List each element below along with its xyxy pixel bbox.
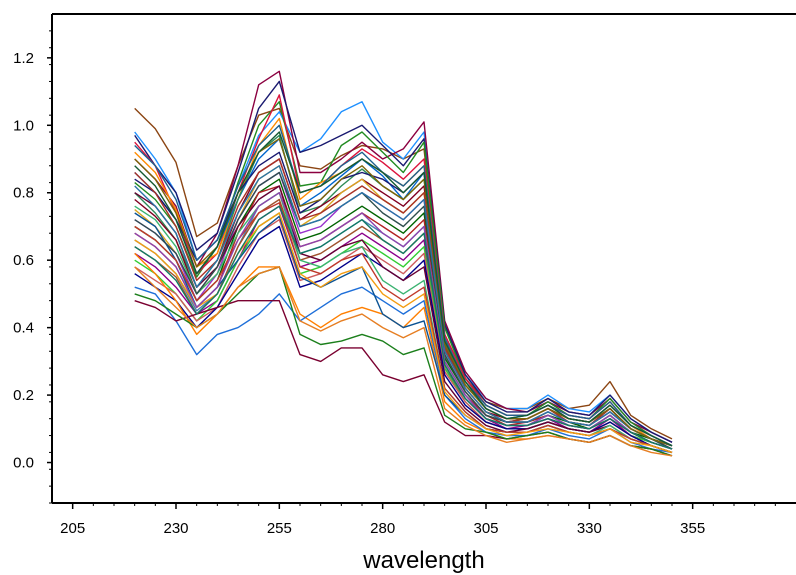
y-tick-label: 1.0 — [13, 117, 34, 134]
series-layer — [134, 70, 673, 457]
spectrum-line-34 — [134, 205, 673, 450]
x-tick-label: 255 — [267, 520, 292, 537]
spectrum-line-11 — [134, 151, 673, 447]
spectrum-line-39 — [134, 131, 673, 447]
x-axis-title: wavelength — [362, 547, 484, 574]
spectrum-line-23 — [134, 286, 673, 454]
x-tick-label: 205 — [60, 520, 85, 537]
spectrum-line-37 — [134, 138, 673, 447]
spectrum-line-8 — [134, 138, 673, 447]
y-tick-label: 0.8 — [13, 185, 34, 202]
x-tick-label: 230 — [163, 520, 188, 537]
y-tick-label: 1.2 — [13, 50, 34, 67]
y-tick-label: 0.0 — [13, 455, 34, 472]
plot-frame — [51, 13, 796, 504]
spectrum-line-9 — [134, 134, 673, 447]
spectrum-line-26 — [134, 266, 673, 457]
y-tick-label: 0.4 — [13, 320, 34, 337]
x-tick-label: 280 — [370, 520, 395, 537]
x-tick-label: 330 — [577, 520, 602, 537]
y-axis: 0.0 0.2 0.4 0.6 0.8 1.0 1.2 — [13, 30, 52, 504]
spectrum-line-13 — [134, 171, 673, 450]
y-tick-label: 0.6 — [13, 252, 34, 269]
spectrum-line-38 — [134, 124, 673, 447]
spectrum-line-36 — [134, 165, 673, 447]
x-axis: 205 230 255 280 305 330 355 — [60, 503, 776, 537]
x-tick-label: 305 — [473, 520, 498, 537]
spectrum-line-24 — [134, 300, 673, 457]
y-tick-label: 0.2 — [13, 387, 34, 404]
x-tick-label: 355 — [680, 520, 705, 537]
spectrum-line-28 — [134, 185, 673, 454]
spectrum-line-3 — [134, 70, 673, 443]
spectrum-line-14 — [134, 178, 673, 450]
spectrum-line-4 — [134, 80, 673, 443]
spectrum-line-2 — [134, 100, 673, 443]
spectrum-line-32 — [134, 171, 673, 450]
